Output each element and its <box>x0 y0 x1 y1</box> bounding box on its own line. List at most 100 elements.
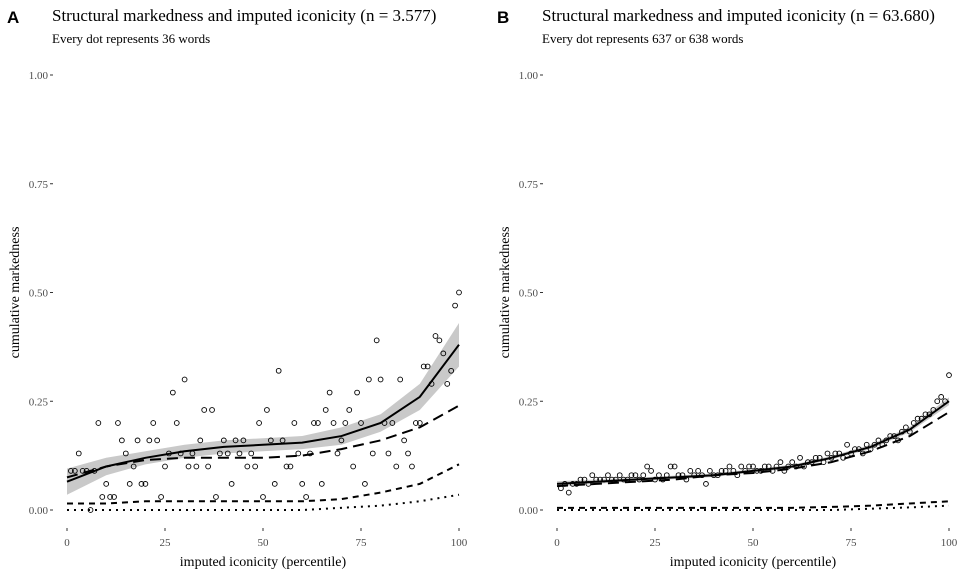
y-axis-label: cumulative markedness <box>498 227 513 359</box>
y-tick-label: 0.25 <box>519 396 539 408</box>
fit-line <box>557 500 950 509</box>
scatter-point <box>244 463 251 470</box>
scatter-point <box>938 394 945 400</box>
scatter-point <box>79 468 86 474</box>
scatter-point <box>330 420 337 426</box>
scatter-point <box>354 389 360 396</box>
scatter-point <box>824 450 831 457</box>
scatter-point <box>130 463 137 470</box>
scatter-point <box>181 376 188 383</box>
scatter-point <box>95 420 102 426</box>
y-tick-label: 0.50 <box>519 288 539 300</box>
panel-subtitle: Every dot represents 637 or 638 words <box>542 31 743 46</box>
scatter-point <box>456 289 462 296</box>
scatter-point <box>311 420 317 426</box>
scatter-point <box>934 398 941 405</box>
scatter-point <box>283 463 290 470</box>
x-tick-label: 50 <box>258 537 270 549</box>
x-tick-label: 25 <box>650 537 662 549</box>
scatter-point <box>448 367 455 374</box>
scatter-point <box>318 481 325 487</box>
fit-line <box>556 411 950 488</box>
scatter-point <box>197 437 204 444</box>
x-tick-label: 0 <box>554 537 560 549</box>
scatter-point <box>750 463 756 470</box>
scatter-point <box>275 367 282 374</box>
x-tick-label: 25 <box>160 537 172 549</box>
scatter-point <box>342 420 349 426</box>
panel-tag: A <box>7 8 19 27</box>
scatter-point <box>103 481 110 487</box>
panel-subtitle: Every dot represents 36 words <box>52 31 210 46</box>
scatter-point <box>377 376 384 383</box>
confidence-band <box>67 322 459 495</box>
scatter-point <box>452 302 458 309</box>
y-tick-label: 1.00 <box>29 70 49 82</box>
scatter-point <box>232 437 239 444</box>
scatter-point <box>707 468 713 474</box>
scatter-point <box>240 437 247 444</box>
panel-tag: B <box>497 8 509 27</box>
scatter-point <box>922 411 929 418</box>
x-tick-label: 0 <box>64 537 70 549</box>
scatter-point <box>303 494 309 500</box>
x-tick-label: 50 <box>748 537 760 549</box>
scatter-point <box>267 437 274 444</box>
scatter-point <box>75 450 82 457</box>
scatter-point <box>389 420 396 426</box>
scatter-point <box>146 437 153 444</box>
panel: B Structural markedness and imputed iconi… <box>497 6 958 570</box>
y-tick-label: 0.00 <box>519 505 539 517</box>
scatter-point <box>910 420 917 426</box>
scatter-point <box>409 463 415 470</box>
panel: A Structural markedness and imputed iconi… <box>7 6 468 570</box>
scatter-point <box>158 494 164 500</box>
scatter-point <box>401 437 407 444</box>
scatter-point <box>405 450 411 457</box>
fit-line <box>67 463 460 505</box>
scatter-point <box>299 481 306 487</box>
scatter-point <box>565 489 572 496</box>
scatter-point <box>397 376 404 383</box>
fit-line <box>556 400 950 485</box>
y-tick-label: 1.00 <box>519 70 539 82</box>
scatter-point <box>291 420 298 426</box>
scatter-point <box>260 494 266 500</box>
scatter-point <box>228 481 235 487</box>
scatter-point <box>946 372 952 379</box>
scatter-point <box>107 494 113 500</box>
y-tick-label: 0.75 <box>29 179 49 191</box>
scatter-point <box>746 463 752 470</box>
scatter-point <box>193 463 200 470</box>
scatter-point <box>271 481 278 487</box>
scatter-point <box>738 463 745 470</box>
scatter-point <box>420 363 427 370</box>
scatter-point <box>609 476 615 483</box>
x-tick-label: 75 <box>846 537 858 549</box>
scatter-point <box>413 420 419 426</box>
scatter-point <box>671 463 678 470</box>
scatter-point <box>126 481 133 487</box>
scatter-point <box>628 472 635 479</box>
scatter-point <box>236 450 243 457</box>
scatter-point <box>726 463 733 470</box>
scatter-point <box>134 437 141 444</box>
panel-title: Structural markedness and imputed iconic… <box>542 6 935 25</box>
scatter-point <box>122 450 129 457</box>
scatter-point <box>248 450 255 457</box>
scatter-point <box>844 441 850 448</box>
scatter-point <box>789 459 796 466</box>
scatter-point <box>224 450 231 457</box>
scatter-point <box>256 420 262 426</box>
scatter-point <box>632 472 639 479</box>
scatter-point <box>432 333 439 339</box>
x-tick-label: 100 <box>941 537 958 549</box>
scatter-point <box>220 437 227 444</box>
scatter-point <box>703 481 709 487</box>
y-tick-label: 0.75 <box>519 179 539 191</box>
scatter-point <box>334 450 341 457</box>
scatter-point <box>695 468 701 474</box>
scatter-point <box>781 468 788 474</box>
fit-line <box>66 344 460 483</box>
scatter-point <box>616 472 623 479</box>
